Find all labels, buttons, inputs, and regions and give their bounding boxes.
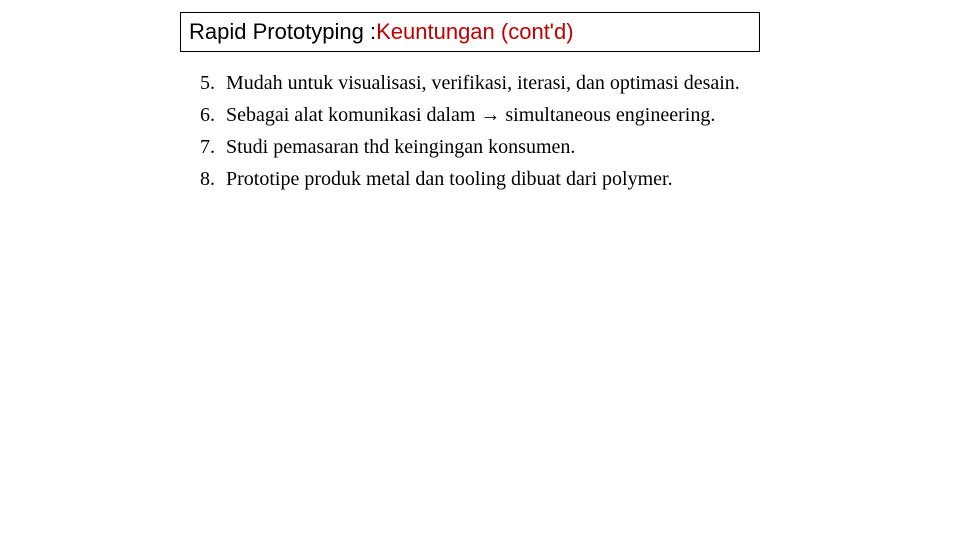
list-item: 5. Mudah untuk visualisasi, verifikasi, … (200, 70, 780, 96)
list-text: Mudah untuk visualisasi, verifikasi, ite… (226, 70, 780, 96)
list-text: Sebagai alat komunikasi dalam → simultan… (226, 102, 780, 128)
list-number: 8. (200, 166, 226, 192)
list-item: 6. Sebagai alat komunikasi dalam → simul… (200, 102, 780, 128)
title-box: Rapid Prototyping : Keuntungan (cont'd) (180, 12, 760, 52)
numbered-list: 5. Mudah untuk visualisasi, verifikasi, … (200, 70, 780, 198)
slide: Rapid Prototyping : Keuntungan (cont'd) … (0, 0, 960, 540)
title-text-1: Rapid Prototyping : (189, 19, 376, 45)
list-item: 7. Studi pemasaran thd keingingan konsum… (200, 134, 780, 160)
title-text-2: Keuntungan (cont'd) (376, 19, 573, 45)
list-number: 5. (200, 70, 226, 96)
list-number: 7. (200, 134, 226, 160)
list-item: 8. Prototipe produk metal dan tooling di… (200, 166, 780, 192)
list-number: 6. (200, 102, 226, 128)
list-text: Studi pemasaran thd keingingan konsumen. (226, 134, 780, 160)
list-text: Prototipe produk metal dan tooling dibua… (226, 166, 780, 192)
